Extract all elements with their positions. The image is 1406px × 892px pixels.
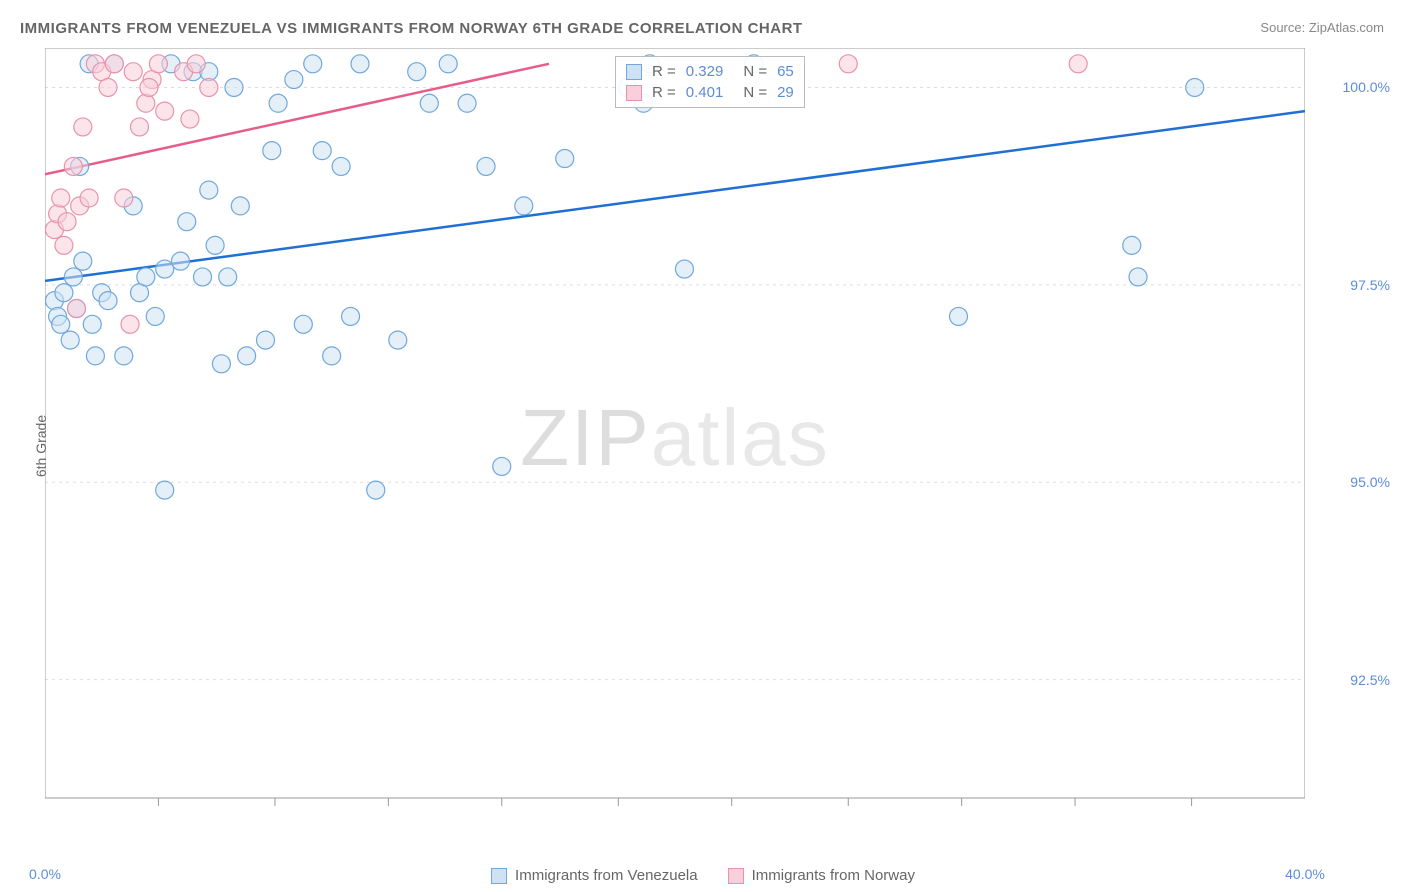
source-label: Source: [1260, 20, 1305, 35]
swatch-norway [626, 85, 642, 101]
swatch-venezuela [626, 64, 642, 80]
chart-title: IMMIGRANTS FROM VENEZUELA VS IMMIGRANTS … [20, 20, 803, 37]
source-link[interactable]: ZipAtlas.com [1309, 20, 1384, 35]
x-tick-label: 40.0% [1285, 866, 1325, 882]
legend-row-norway: R = 0.401 N = 29 [626, 82, 794, 103]
scatter-chart-svg [45, 48, 1305, 828]
legend-row-venezuela: R = 0.329 N = 65 [626, 61, 794, 82]
legend-item-norway: Immigrants from Norway [728, 867, 915, 884]
y-tick-label: 92.5% [1350, 672, 1390, 688]
legend-n-label: N = [743, 84, 767, 101]
legend-item-venezuela: Immigrants from Venezuela [491, 867, 698, 884]
swatch-venezuela-icon [491, 868, 507, 884]
y-tick-label: 95.0% [1350, 474, 1390, 490]
legend-n-label: N = [743, 63, 767, 80]
legend-label: Immigrants from Venezuela [515, 867, 698, 884]
legend-bottom: Immigrants from Venezuela Immigrants from… [491, 867, 915, 884]
legend-n-value: 29 [777, 84, 794, 101]
legend-r-value: 0.401 [686, 84, 724, 101]
legend-r-value: 0.329 [686, 63, 724, 80]
legend-r-label: R = [652, 84, 676, 101]
legend-label: Immigrants from Norway [752, 867, 915, 884]
x-tick-label: 0.0% [29, 866, 61, 882]
legend-r-label: R = [652, 63, 676, 80]
legend-rn-box: R = 0.329 N = 65 R = 0.401 N = 29 [615, 56, 805, 108]
source-credit: Source: ZipAtlas.com [1260, 20, 1384, 35]
y-axis-label: 6th Grade [33, 415, 49, 477]
y-tick-label: 97.5% [1350, 277, 1390, 293]
chart-area: ZIPatlas [45, 48, 1305, 828]
swatch-norway-icon [728, 868, 744, 884]
y-tick-label: 100.0% [1343, 79, 1390, 95]
legend-n-value: 65 [777, 63, 794, 80]
